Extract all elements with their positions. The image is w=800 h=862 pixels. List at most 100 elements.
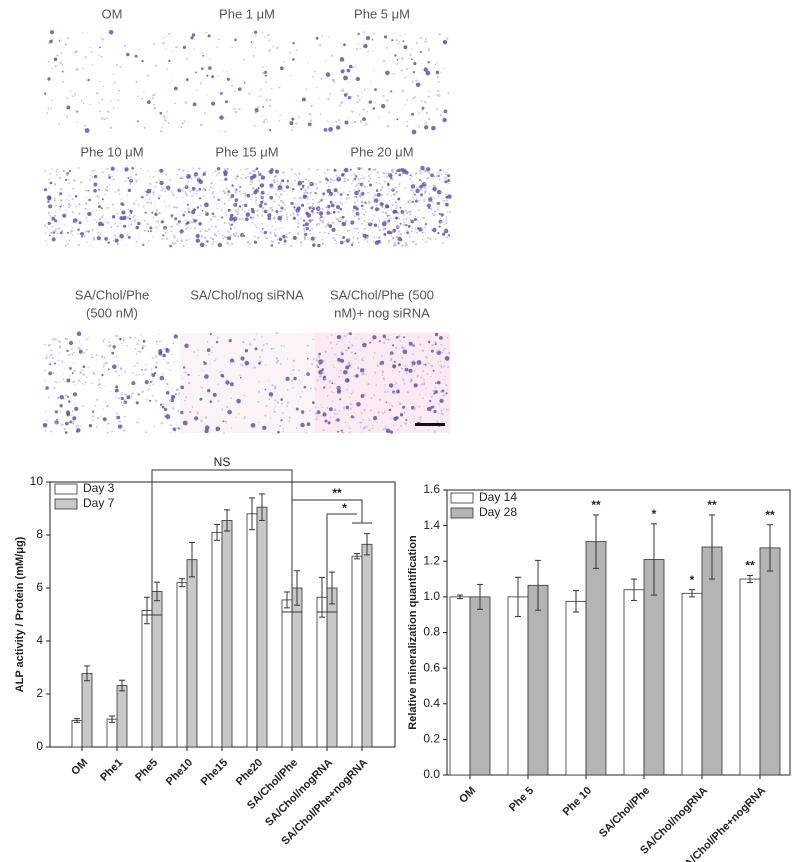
stain-dot xyxy=(424,125,429,130)
stain-dot xyxy=(442,365,445,368)
stain-dot xyxy=(292,42,295,45)
stain-dot xyxy=(446,236,449,239)
stain-dot xyxy=(388,408,392,412)
stain-dot xyxy=(409,178,412,180)
stain-dot xyxy=(152,97,155,100)
stain-dot xyxy=(349,396,351,399)
stain-dot xyxy=(222,237,224,239)
stain-dot xyxy=(165,231,167,234)
stain-dot xyxy=(435,382,437,384)
stain-dot xyxy=(200,123,203,127)
stain-dot xyxy=(261,31,264,34)
stain-dot xyxy=(158,340,161,343)
stain-dot xyxy=(144,380,149,385)
stain-dot xyxy=(62,70,64,73)
stain-dot xyxy=(328,207,330,210)
stain-dot xyxy=(169,399,172,402)
stain-dot xyxy=(337,119,340,122)
stain-dot xyxy=(404,242,407,244)
stain-dot xyxy=(59,231,63,235)
stain-dot xyxy=(47,196,52,201)
stain-dot xyxy=(82,383,84,384)
stain-dot xyxy=(275,169,279,174)
stain-dot xyxy=(142,206,145,208)
stain-dot xyxy=(444,221,446,223)
stain-dot xyxy=(135,180,138,183)
stain-dot xyxy=(207,389,211,393)
y-tick-label: 1.2 xyxy=(423,553,440,567)
stain-dot xyxy=(440,360,442,362)
stain-dot xyxy=(184,399,186,402)
stain-dot xyxy=(372,107,376,110)
stain-dot xyxy=(304,188,306,190)
stain-dot xyxy=(184,211,187,214)
stain-dot xyxy=(83,384,85,386)
stain-dot xyxy=(117,365,120,367)
stain-dot xyxy=(384,391,387,394)
stain-dot xyxy=(190,177,193,180)
stain-dot xyxy=(186,174,188,177)
stain-dot xyxy=(102,408,104,410)
stain-dot xyxy=(215,241,217,243)
stain-dot xyxy=(371,219,374,222)
stain-dot xyxy=(298,172,301,175)
stain-dot xyxy=(374,88,377,91)
bar xyxy=(565,600,587,776)
stain-dot xyxy=(223,202,226,205)
stain-dot xyxy=(77,228,80,231)
stain-dot xyxy=(262,72,265,75)
stain-dot xyxy=(159,194,161,197)
stain-dot xyxy=(229,216,234,222)
stain-dot xyxy=(270,78,272,80)
stain-dot xyxy=(286,218,289,221)
stain-dot xyxy=(401,90,404,93)
stain-dot xyxy=(126,216,130,219)
stain-dot xyxy=(286,389,289,391)
stain-dot xyxy=(183,202,185,204)
stain-dot xyxy=(271,225,273,227)
stain-dot xyxy=(128,225,130,227)
stain-dot xyxy=(71,95,74,98)
stain-dot xyxy=(355,180,357,182)
stain-dot xyxy=(225,212,227,214)
stain-dot xyxy=(293,229,294,231)
stain-dot xyxy=(442,394,445,397)
stain-dot xyxy=(230,68,231,70)
stain-dot xyxy=(295,174,298,176)
stain-dot xyxy=(430,349,434,353)
stain-dot xyxy=(216,174,218,177)
stain-dot xyxy=(341,221,347,227)
stain-dot xyxy=(77,167,80,169)
stain-dot xyxy=(334,201,337,204)
stain-dot xyxy=(68,400,71,403)
stain-dot xyxy=(403,76,406,79)
stain-dot xyxy=(88,336,89,338)
stain-dot xyxy=(200,237,202,239)
stain-dot xyxy=(334,419,337,422)
stain-dot xyxy=(389,217,392,220)
significance: * xyxy=(690,573,695,587)
stain-dot xyxy=(430,375,432,378)
stain-dot xyxy=(159,168,164,173)
stain-dot xyxy=(325,173,327,175)
stain-dot xyxy=(270,347,273,351)
stain-dot xyxy=(300,188,303,191)
stain-dot xyxy=(54,362,57,365)
stain-dot xyxy=(427,171,430,174)
bar xyxy=(351,555,363,748)
stain-dot xyxy=(151,373,156,378)
stain-dot xyxy=(390,417,392,419)
stain-dot xyxy=(204,229,207,233)
stain-dot xyxy=(255,196,257,199)
stain-dot xyxy=(310,387,312,390)
stain-dot xyxy=(290,245,293,247)
stain-dot xyxy=(233,220,236,222)
stain-dot xyxy=(244,360,250,366)
stain-dot xyxy=(153,425,155,428)
stain-dot xyxy=(405,170,409,175)
stain-dot xyxy=(211,75,215,79)
stain-dot xyxy=(304,235,306,238)
y-tick-label: 0.0 xyxy=(423,767,440,781)
stain-dot xyxy=(100,55,103,58)
stain-dot xyxy=(430,365,434,368)
